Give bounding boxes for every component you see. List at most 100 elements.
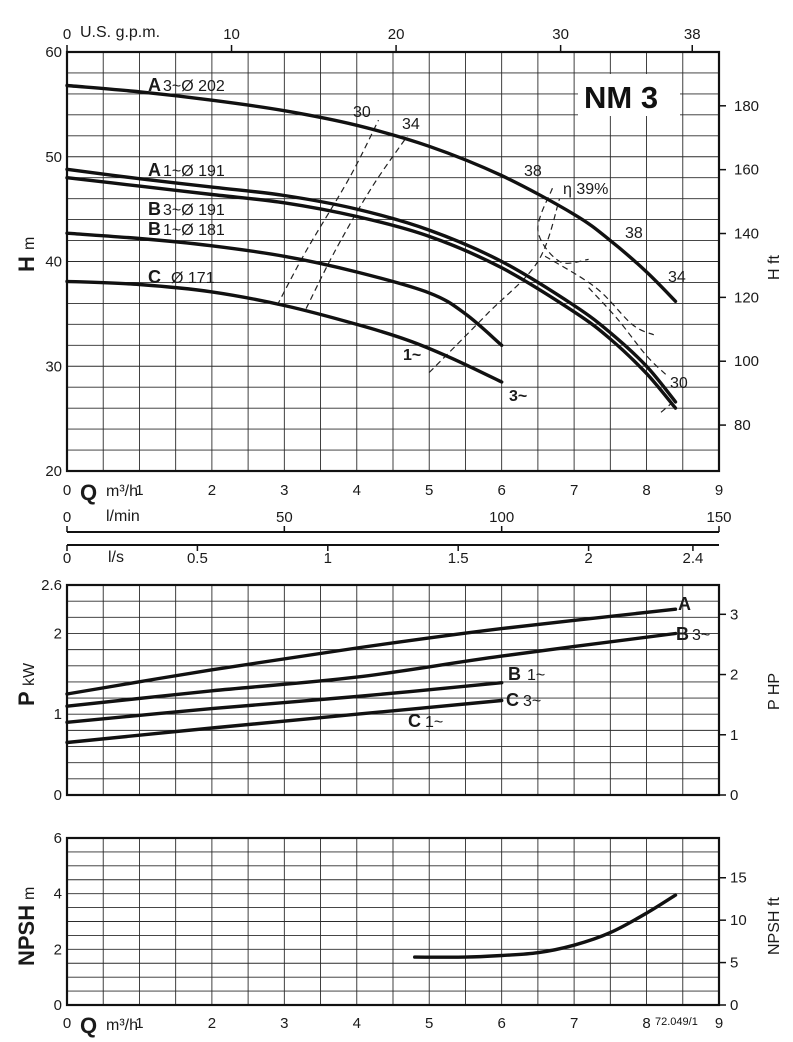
head-chart-frame (65, 50, 721, 473)
hft-axis-ticks: 80 100 120 140 160 180 (719, 98, 759, 434)
gpm-tick-label: 30 (552, 26, 569, 43)
gpm-axis-label: U.S. g.p.m. (80, 24, 160, 41)
p-tick-label: 0 (54, 787, 62, 804)
head-curve-b-3-191 (65, 176, 678, 410)
q-axis-ticks-npsh: 0 1 2 3 4 5 6 7 8 9 (63, 1015, 723, 1032)
npsh-axis-label: NPSH (14, 905, 39, 966)
q-tick-label: 7 (570, 482, 578, 499)
label-p-b1: B 1~ (508, 664, 545, 684)
gpm-tick-label: 20 (388, 26, 405, 43)
q-tick-label: 1 (135, 482, 143, 499)
ls-tick-label: 1.5 (448, 550, 469, 567)
chart-title: NM 3 (584, 80, 658, 115)
npsh-axis-unit: m (21, 887, 38, 900)
ls-axis-ticks: 0 0.5 1 1.5 2 2.4 (63, 545, 703, 567)
q-tick-label: 0 (63, 482, 71, 499)
q-tick-label: 6 (497, 1015, 505, 1032)
q-tick-label: 7 (570, 1015, 578, 1032)
p-tick-label: 1 (54, 706, 62, 723)
q-tick-label: 4 (353, 1015, 361, 1032)
p-axis-label: P (14, 691, 39, 706)
npsh-axis-ticks: 0 2 4 6 (54, 830, 62, 1014)
ls-tick-label: 1 (324, 550, 332, 567)
h-axis-label: H (14, 256, 39, 272)
q-tick-label: 2 (208, 1015, 216, 1032)
label-eta-39: η 39% (563, 181, 608, 198)
iso-curve-34 (305, 135, 408, 309)
lmin-tick-label: 0 (63, 509, 71, 526)
p-tick-label: 2.6 (41, 577, 62, 594)
q-tick-label: 8 (642, 482, 650, 499)
hft-tick-label: 180 (734, 98, 759, 115)
power-curves (65, 607, 678, 745)
php-tick-label: 0 (730, 787, 738, 804)
npshft-axis-ticks: 0 5 10 15 (719, 870, 747, 1014)
npsh-chart-grid (67, 838, 719, 1005)
iso-curve-30 (276, 119, 380, 306)
label-b181: B 1~Ø 181 (148, 219, 225, 239)
label-a202: A 3~Ø 202 (148, 75, 225, 95)
npshft-tick-label: 10 (730, 912, 747, 929)
h-tick-label: 20 (45, 463, 62, 480)
php-axis-label: P HP (766, 673, 783, 710)
h-tick-label: 50 (45, 149, 62, 166)
h-tick-label: 60 (45, 44, 62, 61)
label-c-1phase: 1~ (403, 347, 421, 364)
lmin-tick-label: 150 (706, 509, 731, 526)
q-axis-unit: m³/h (106, 483, 138, 500)
footnote: 72.049/1 (655, 1016, 698, 1028)
ls-axis-label: l/s (108, 549, 124, 566)
h-tick-label: 30 (45, 358, 62, 375)
power-chart-frame (65, 583, 721, 797)
power-curve-a (65, 607, 678, 696)
label-p-a: A (678, 594, 691, 614)
iso-label-30-left: 30 (353, 104, 371, 121)
q-tick-label: 8 (642, 1015, 650, 1032)
label-p-b3: B 3~ (676, 624, 710, 644)
php-tick-label: 3 (730, 606, 738, 623)
label-p-c1: C 1~ (408, 711, 443, 731)
q-tick-label: 2 (208, 482, 216, 499)
gpm-axis-ticks: 0 10 20 30 38 (63, 26, 701, 52)
iso-label-34-left: 34 (402, 116, 420, 133)
hft-axis-label: H ft (766, 255, 783, 280)
head-curve-a-1-191 (65, 167, 678, 404)
iso-curve-39 (537, 187, 589, 264)
q-axis-ticks-head: 0 1 2 3 4 5 6 7 8 9 (63, 482, 723, 499)
head-curve-b-1-181 (65, 231, 504, 347)
npsh-curve (413, 893, 678, 959)
label-p-c3: C 3~ (506, 690, 541, 710)
ls-tick-label: 2.4 (682, 550, 703, 567)
head-curves (65, 83, 678, 410)
p-axis-ticks: 0 1 2 2.6 (41, 577, 62, 804)
q-axis-label-npsh: Q (80, 1013, 97, 1038)
npshft-axis-label: NPSH ft (766, 897, 783, 955)
q-tick-label: 0 (63, 1015, 71, 1032)
q-axis-unit-npsh: m³/h (106, 1017, 138, 1034)
php-tick-label: 1 (730, 727, 738, 744)
head-curve-c-171 (65, 279, 504, 384)
label-a191: A 1~Ø 191 (148, 160, 225, 180)
h-axis-ticks: 20 30 40 50 60 (45, 44, 62, 480)
head-curve-a-3-202 (65, 83, 678, 303)
gpm-tick-label: 38 (684, 26, 701, 43)
lmin-tick-label: 50 (276, 509, 293, 526)
q-tick-label: 5 (425, 482, 433, 499)
ls-tick-label: 0.5 (187, 550, 208, 567)
hft-tick-label: 140 (734, 226, 759, 243)
npsh-tick-label: 4 (54, 886, 62, 903)
q-tick-label: 9 (715, 482, 723, 499)
hft-tick-label: 120 (734, 289, 759, 306)
lmin-axis-label: l/min (106, 508, 140, 525)
hft-tick-label: 80 (734, 417, 751, 434)
lmin-tick-label: 100 (489, 509, 514, 526)
power-curve-c-3 (65, 698, 504, 745)
npshft-tick-label: 15 (730, 870, 747, 887)
php-tick-label: 2 (730, 667, 738, 684)
label-b191: B 3~Ø 191 (148, 199, 225, 219)
h-tick-label: 40 (45, 254, 62, 271)
iso-label-30-right: 30 (670, 375, 688, 392)
q-axis-label: Q (80, 480, 97, 505)
gpm-tick-label: 0 (63, 26, 71, 43)
